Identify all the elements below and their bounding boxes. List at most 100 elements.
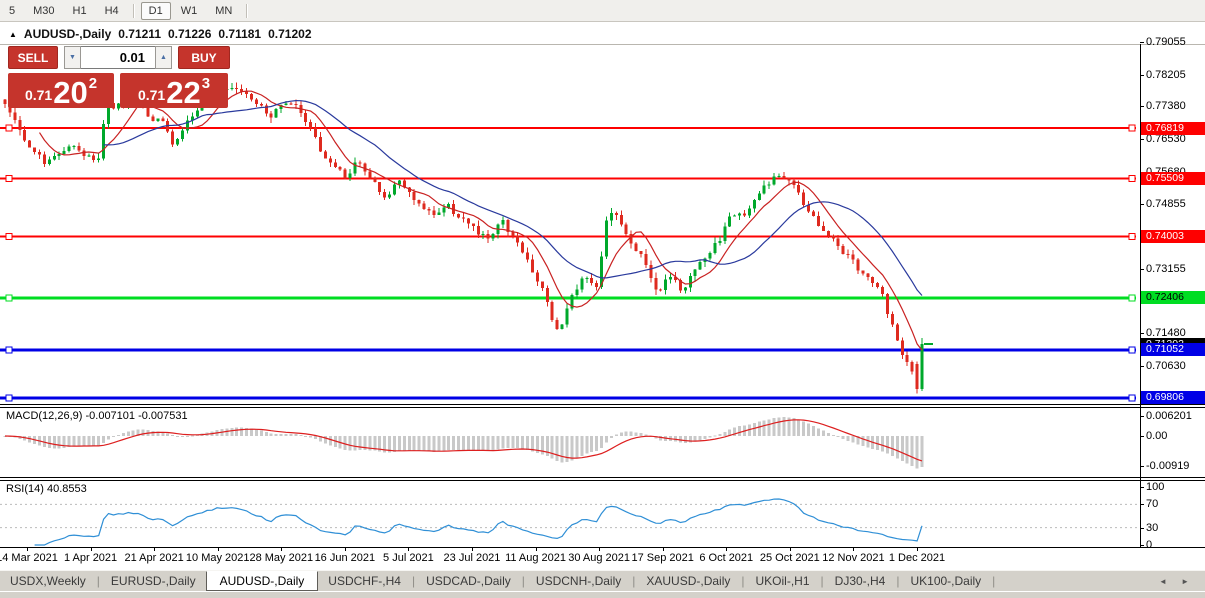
sell-button[interactable]: SELL <box>8 46 58 69</box>
chart-tab-bar: USDX,Weekly | EURUSD-,Daily AUDUSD-,Daily US… <box>0 570 1205 591</box>
date-label: 12 Nov 2021 <box>822 552 885 564</box>
collapse-triangle-icon[interactable]: ▲ <box>9 29 17 39</box>
buy-price-pips: 22 <box>166 74 201 110</box>
timeframe-button-mn[interactable]: MN <box>215 4 233 17</box>
date-label: 21 Apr 2021 <box>124 552 184 564</box>
timeframe-toolbar: 5 M30 H1 H4 D1 W1 MN <box>0 0 1205 22</box>
price-tick-label: 0.74855 <box>1146 197 1186 210</box>
hline-handle <box>1128 124 1136 132</box>
rsi-label: RSI(14) 40.8553 <box>6 483 87 495</box>
ma-slow-line <box>103 99 923 296</box>
date-label: 30 Aug 2021 <box>568 552 631 564</box>
tab-usdchf--h4[interactable]: USDCHF-,H4 <box>328 574 401 588</box>
volume-decrease-button[interactable]: ▼ <box>64 46 81 69</box>
tab-usdx-weekly[interactable]: USDX,Weekly <box>10 574 86 588</box>
price-flag-b2: 0.69806 <box>1141 391 1205 405</box>
volume-input[interactable] <box>81 46 155 69</box>
macd-tick-label: -0.00919 <box>1146 460 1190 473</box>
rsi-line <box>34 498 923 546</box>
hline-handle <box>5 124 13 132</box>
price-tick-mark <box>1140 74 1144 76</box>
tab-usdcad--daily[interactable]: USDCAD-,Daily <box>426 574 511 588</box>
hline-handle <box>1128 232 1136 240</box>
tab-eurusd--daily[interactable]: EURUSD-,Daily <box>110 574 196 588</box>
date-tick-mark <box>344 548 346 551</box>
macd-canvas[interactable] <box>0 408 1140 477</box>
date-tick-mark <box>154 548 156 551</box>
timeframe-button-h4[interactable]: H4 <box>104 4 119 17</box>
date-tick-mark <box>853 548 855 551</box>
buy-price-display[interactable]: 0.71 22 3 <box>120 73 228 108</box>
tab-separator: | <box>896 574 900 588</box>
ohlc-close: 0.71202 <box>268 27 312 41</box>
ohlc-open: 0.71211 <box>118 27 161 41</box>
panel-border[interactable] <box>0 480 1205 481</box>
date-label: 11 Aug 2021 <box>505 552 567 564</box>
hline-handle <box>5 346 13 354</box>
tab-separator: | <box>411 574 416 588</box>
price-tick-mark <box>1140 333 1144 335</box>
macd-histogram <box>3 417 924 469</box>
sell-price-pips: 20 <box>53 74 88 110</box>
panel-border <box>0 547 1205 548</box>
timeframe-button-h1[interactable]: H1 <box>72 4 87 17</box>
price-tick-label: 0.78205 <box>1146 68 1186 81</box>
rsi-tick-mark <box>1140 545 1144 546</box>
macd-tick-label: 0.00 <box>1146 430 1168 442</box>
price-tick-label: 0.71480 <box>1146 327 1186 340</box>
tab-dj30--h4[interactable]: DJ30-,H4 <box>834 574 886 588</box>
candlesticks <box>3 82 933 394</box>
main-chart-canvas[interactable] <box>0 44 1140 404</box>
hline-handle <box>1128 346 1136 354</box>
ohlc-low: 0.71181 <box>218 27 262 41</box>
toolbar-separator <box>132 3 135 18</box>
macd-tick-label: 0.006201 <box>1146 409 1192 422</box>
tab-xauusd--daily[interactable]: XAUUSD-,Daily <box>646 574 731 588</box>
buy-button[interactable]: BUY <box>178 46 230 69</box>
macd-tick-mark <box>1140 466 1144 468</box>
timeframe-button-m30[interactable]: M30 <box>33 4 55 17</box>
rsi-tick-mark <box>1140 527 1144 529</box>
hline-handle <box>5 232 13 240</box>
date-label: 10 May 2021 <box>185 552 250 564</box>
rsi-tick-mark <box>1140 487 1144 488</box>
tab-usdcnh--daily[interactable]: USDCNH-,Daily <box>535 574 622 588</box>
buy-price-prefix: 0.71 <box>137 87 166 103</box>
macd-tick-mark <box>1140 415 1144 417</box>
tab-uk100--daily[interactable]: UK100-,Daily <box>910 574 982 588</box>
sell-price-prefix: 0.71 <box>24 87 53 103</box>
date-tick-mark <box>916 548 918 551</box>
date-label: 1 Apr 2021 <box>63 552 118 564</box>
timeframe-button-w1[interactable]: W1 <box>180 4 198 17</box>
rsi-canvas[interactable] <box>0 481 1140 547</box>
date-label: 5 Jul 2021 <box>383 552 434 564</box>
tab-separator: | <box>820 574 824 588</box>
panel-border <box>0 477 1205 478</box>
date-tick-mark <box>27 548 28 551</box>
price-tick-label: 0.73155 <box>1146 262 1186 275</box>
rsi-tick-label: 100 <box>1146 481 1165 493</box>
timeframe-button-d1[interactable]: D1 <box>140 1 171 20</box>
triangle-up-icon: ▲ <box>160 54 167 61</box>
timeframe-button-5[interactable]: 5 <box>9 4 16 17</box>
sell-price-display[interactable]: 0.71 20 2 <box>8 73 114 108</box>
price-tick-mark <box>1140 203 1144 205</box>
tab-ukoil--h1[interactable]: UKOil-,H1 <box>755 574 810 588</box>
volume-increase-button[interactable]: ▲ <box>155 46 172 69</box>
tab-scroll-arrows[interactable]: ◄ ► <box>1158 576 1195 586</box>
tab-separator: | <box>992 574 996 588</box>
hline-handle <box>5 294 13 302</box>
price-flag-r1: 0.76819 <box>1141 121 1205 135</box>
price-tick-label: 0.70630 <box>1146 360 1186 373</box>
sell-price-point: 2 <box>88 75 98 92</box>
date-tick-mark <box>281 548 283 551</box>
panel-border <box>0 404 1205 405</box>
panel-border[interactable] <box>0 407 1205 408</box>
chart-symbol-title: AUDUSD-,Daily <box>23 27 112 41</box>
buy-price-point: 3 <box>201 75 211 92</box>
date-label: 16 Jun 2021 <box>314 552 376 564</box>
date-tick-mark <box>726 548 728 551</box>
tab-audusd--daily[interactable]: AUDUSD-,Daily <box>205 570 319 591</box>
